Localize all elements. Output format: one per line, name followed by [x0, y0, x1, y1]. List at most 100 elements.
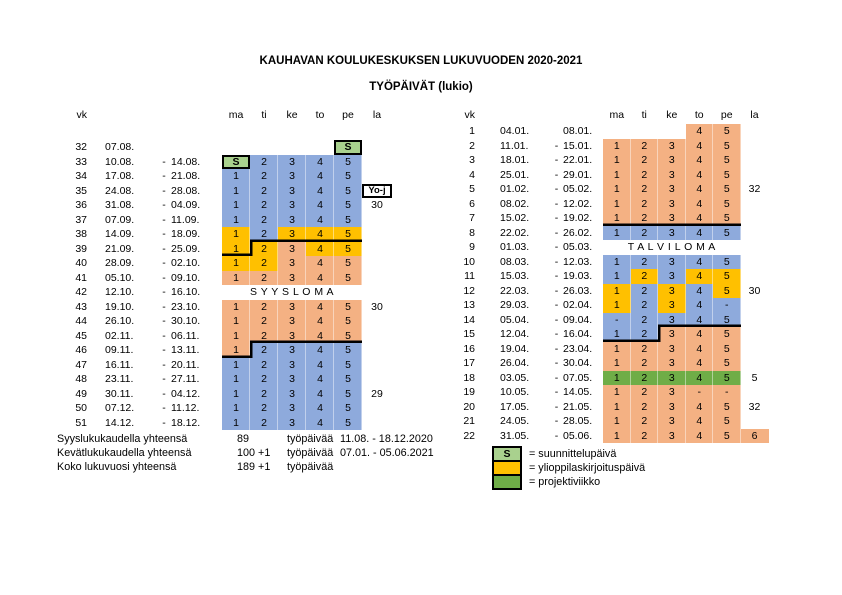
date-start: 26.10. — [105, 315, 135, 327]
day-cell-to: - — [685, 385, 713, 400]
day-cell-ti: 2 — [250, 401, 278, 416]
day-cell-to: 4 — [306, 401, 334, 416]
day-cell-ma: 1 — [222, 357, 250, 372]
day-cell-to: 4 — [306, 328, 334, 343]
day-cell-pe: 5 — [713, 138, 741, 153]
date-end: 05.02. — [563, 183, 593, 195]
vk-date-gap — [87, 256, 105, 271]
date-start: 23.11. — [105, 373, 134, 385]
la-cell: 29 — [371, 387, 383, 400]
day-cell-pe: - — [713, 385, 741, 400]
day-header-ke: ke — [666, 109, 678, 121]
day-cell-ti: 2 — [250, 154, 278, 169]
vk-date-gap — [87, 387, 105, 402]
vk-date-gap — [87, 416, 105, 431]
day-cell-pe: 5 — [334, 169, 362, 184]
vk-cell: 9 — [469, 241, 475, 253]
day-cell-ti: 2 — [250, 256, 278, 271]
day-cell-ma: 1 — [222, 328, 250, 343]
vk-date-gap — [87, 227, 105, 242]
date-start: 25.01. — [500, 168, 530, 181]
vk-cell: 47 — [75, 358, 87, 371]
date-range-dash: - — [162, 344, 166, 356]
date-start: 11.01. — [500, 139, 529, 152]
vk-cell: 40 — [75, 257, 87, 269]
date-end: 22.01. — [563, 154, 593, 166]
day-cell-pe: 5 — [713, 312, 741, 327]
date-start: 31.05. — [500, 429, 530, 442]
day-cell-to: 4 — [685, 225, 713, 240]
vk-cell: 15 — [463, 328, 475, 340]
date-range-dash: - — [554, 386, 559, 398]
date-range-dash: - — [554, 226, 559, 239]
vk-cell: 4 — [469, 168, 475, 181]
la-cell: 32 — [748, 400, 761, 413]
day-cell-ke: 3 — [658, 428, 686, 443]
vk-cell: 5 — [469, 183, 475, 195]
legend-item-planning-day: S = suunnittelupäivä — [492, 446, 645, 462]
day-cell-ke: 3 — [278, 183, 306, 198]
date-start: 07.09. — [105, 213, 135, 226]
date-end: 12.02. — [563, 197, 593, 210]
page-subtitle: TYÖPÄIVÄT (lukio) — [369, 81, 473, 93]
week-row-38: 38 14.09. -18.09. 1 2 3 4 5 — [57, 227, 362, 242]
vk-cell: 48 — [75, 373, 87, 385]
vk-date-gap — [87, 184, 105, 199]
date-range-dash: - — [162, 257, 166, 269]
day-cell-to: 4 — [306, 241, 334, 256]
week-row-47: 47 16.11. -20.11. 1 2 3 4 5 — [57, 357, 362, 372]
vk-date-gap — [475, 429, 500, 444]
day-cell-ma: 1 — [222, 198, 250, 213]
day-cell-ma: 1 — [222, 227, 250, 242]
day-cell-ke: 3 — [278, 372, 306, 387]
vk-cell: 50 — [75, 402, 87, 414]
vk-date-gap — [475, 197, 500, 212]
day-cell-ma: 1 — [222, 401, 250, 416]
day-cell-ti: 2 — [250, 169, 278, 184]
date-range-dash: - — [554, 328, 559, 340]
day-cell-ma: 1 — [222, 183, 250, 198]
la-cell: 6 — [740, 428, 769, 443]
summary-label: Koko lukuvuosi yhteensä — [57, 461, 177, 473]
date-start: 05.10. — [105, 271, 135, 284]
date-end: 30.10. — [171, 315, 201, 327]
summary-value: 189 +1 — [237, 461, 271, 473]
day-cell-ma: 1 — [603, 225, 631, 240]
day-cell-ti: 2 — [250, 198, 278, 213]
date-range-dash: - — [162, 271, 166, 284]
day-cell-ke — [658, 124, 686, 139]
la-cell: 30 — [371, 300, 383, 313]
day-cell-pe: 5 — [334, 227, 362, 242]
week-row-20: 20 17.05. -21.05. 1 2 3 4 5 32 — [455, 399, 769, 414]
day-cell-to: 4 — [685, 182, 713, 197]
vk-date-gap — [87, 213, 105, 228]
vk-cell: 44 — [75, 315, 87, 327]
week-row-4: 4 25.01. -29.01. 1 2 3 4 5 — [455, 167, 741, 182]
day-cell-ma: 1 — [603, 196, 631, 211]
day-header-row: vk ma ti ke to pe la — [455, 108, 769, 123]
week-row-44: 44 26.10. -30.10. 1 2 3 4 5 — [57, 314, 362, 329]
week-row-41: 41 05.10. -09.10. 1 2 3 4 5 — [57, 270, 362, 285]
summary-value: 89 — [237, 433, 250, 445]
vk-cell: 51 — [75, 416, 87, 429]
vk-date-gap — [475, 226, 500, 241]
date-end: 04.09. — [171, 199, 201, 211]
date-end: 15.01. — [563, 139, 593, 152]
day-header-ke: ke — [286, 109, 298, 121]
date-end: 28.08. — [171, 184, 201, 197]
week-row-45: 45 02.11. -06.11. 1 2 3 4 5 — [57, 328, 362, 343]
day-cell-pe: 5 — [713, 254, 741, 269]
day-cell-ma: 1 — [603, 138, 631, 153]
day-cell-pe: - — [713, 298, 741, 313]
date-end: 27.11. — [171, 373, 200, 385]
day-cell-pe: 5 — [334, 386, 362, 401]
vk-date-gap — [87, 300, 105, 315]
date-end: 11.09. — [171, 213, 200, 226]
date-range-dash: - — [554, 168, 559, 181]
day-cell-to: 4 — [685, 254, 713, 269]
day-cell-to: 4 — [685, 341, 713, 356]
day-cell-ma: 1 — [222, 270, 250, 285]
yoj-badge: Yo-j — [362, 184, 392, 198]
vk-cell: 22 — [463, 429, 475, 442]
day-cell-pe: 5 — [713, 269, 741, 284]
